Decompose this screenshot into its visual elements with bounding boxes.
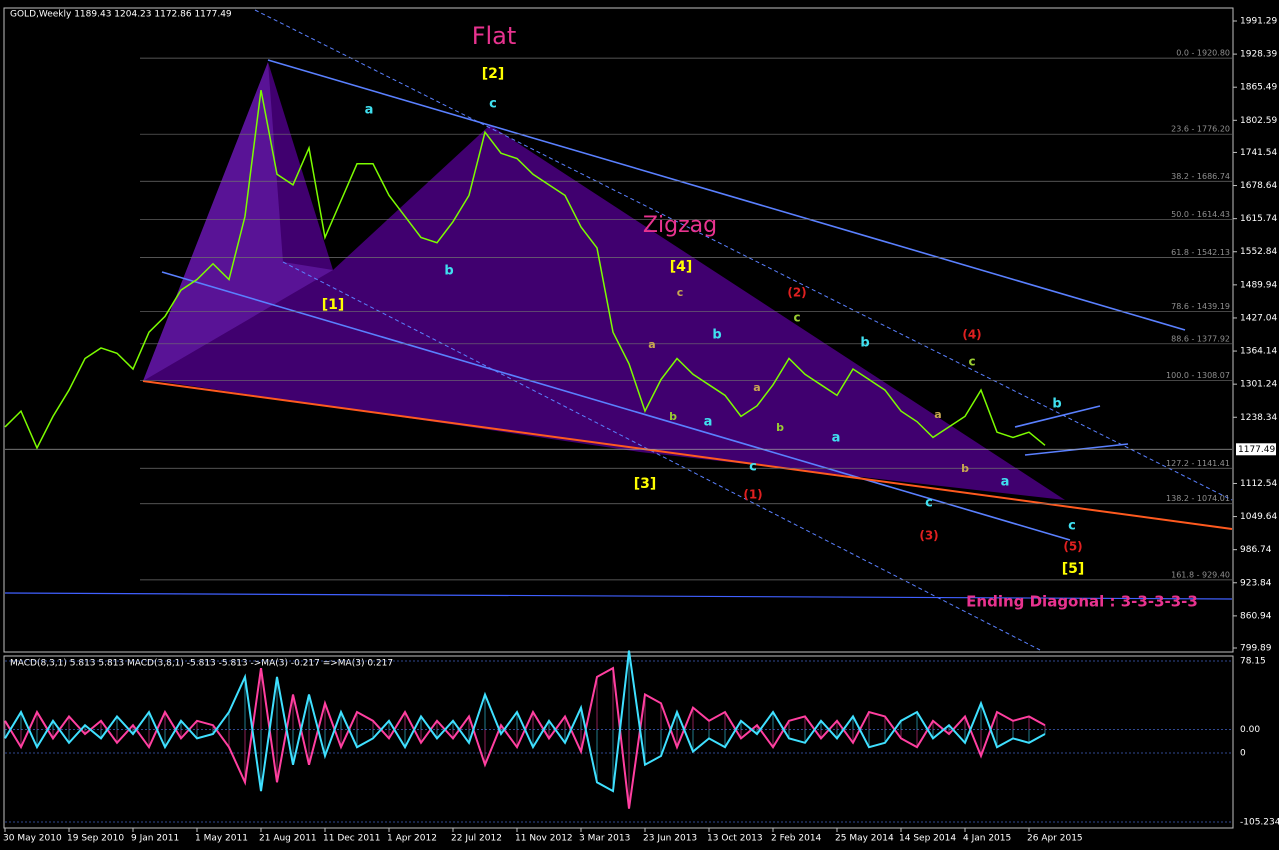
x-tick-label: 1 May 2011 bbox=[195, 834, 248, 844]
y-tick-label: 1552.84 bbox=[1240, 247, 1277, 257]
y-tick-label: 1865.49 bbox=[1240, 83, 1277, 93]
wave-label: [1] bbox=[322, 297, 345, 313]
wave-label: Zigzag bbox=[643, 213, 717, 238]
fib-label: 78.6 - 1439.19 bbox=[1171, 302, 1230, 311]
wave-label: (1) bbox=[743, 488, 762, 502]
wave-label: b bbox=[860, 336, 869, 351]
wave-label: b bbox=[776, 421, 784, 434]
x-tick-label: 30 May 2010 bbox=[3, 834, 62, 844]
x-tick-label: 9 Jan 2011 bbox=[131, 834, 179, 844]
y-tick-label: 1991.29 bbox=[1240, 17, 1277, 27]
macd-panel bbox=[3, 655, 1234, 829]
x-tick-label: 11 Dec 2011 bbox=[323, 834, 381, 844]
x-tick-label: 1 Apr 2012 bbox=[387, 834, 437, 844]
wave-label: (2) bbox=[787, 286, 806, 300]
wave-label: c bbox=[677, 286, 684, 299]
y-tick-label: 1928.39 bbox=[1240, 50, 1277, 60]
x-tick-label: 25 May 2014 bbox=[835, 834, 894, 844]
fib-label: 100.0 - 1308.07 bbox=[1166, 371, 1230, 380]
y-tick-label: 1489.94 bbox=[1240, 280, 1277, 290]
wave-label: [4] bbox=[670, 259, 693, 275]
y-tick-label: 1238.34 bbox=[1240, 413, 1277, 423]
x-tick-label: 23 Jun 2013 bbox=[643, 834, 697, 844]
x-tick-label: 22 Jul 2012 bbox=[451, 834, 502, 844]
y-tick-label: 799.89 bbox=[1240, 644, 1272, 654]
wave-label: c bbox=[749, 460, 757, 475]
wave-label: [3] bbox=[634, 476, 657, 492]
y-tick-label: 1802.59 bbox=[1240, 116, 1277, 126]
main-panel bbox=[3, 7, 1234, 653]
wave-label: c bbox=[968, 355, 975, 369]
wave-label: b bbox=[961, 462, 969, 475]
wave-label: (3) bbox=[919, 529, 938, 543]
wave-label: c bbox=[793, 311, 800, 325]
macd-tick-label: 0.00 bbox=[1240, 725, 1260, 735]
wave-label: c bbox=[489, 97, 497, 112]
y-tick-label: 1427.04 bbox=[1240, 313, 1277, 323]
chart-header: GOLD,Weekly 1189.43 1204.23 1172.86 1177… bbox=[10, 10, 232, 20]
x-tick-label: 21 Aug 2011 bbox=[259, 834, 317, 844]
wave-label: (5) bbox=[1063, 540, 1082, 554]
wave-label: a bbox=[648, 338, 655, 351]
wave-label: b bbox=[444, 264, 453, 279]
y-tick-label: 860.94 bbox=[1240, 611, 1272, 621]
y-tick-label: 1678.64 bbox=[1240, 181, 1277, 191]
x-tick-label: 11 Nov 2012 bbox=[515, 834, 573, 844]
fib-label: 161.8 - 929.40 bbox=[1171, 570, 1230, 579]
x-tick-label: 3 Mar 2013 bbox=[579, 834, 630, 844]
wave-label: a bbox=[832, 431, 841, 446]
y-tick-label: 1364.14 bbox=[1240, 347, 1277, 357]
last-price-box bbox=[1236, 443, 1276, 456]
wave-label: b bbox=[712, 328, 721, 343]
wave-label: Flat bbox=[472, 22, 517, 50]
price-line bbox=[4, 89, 1046, 450]
macd-tick-label: -105.234 bbox=[1240, 818, 1279, 828]
fib-label: 0.0 - 1920.80 bbox=[1176, 49, 1230, 58]
y-tick-label: 1301.24 bbox=[1240, 380, 1277, 390]
wave-label: a bbox=[934, 408, 941, 421]
wave-label: a bbox=[1001, 475, 1010, 490]
macd-line bbox=[4, 650, 1046, 793]
fib-label: 23.6 - 1776.20 bbox=[1171, 125, 1230, 134]
fib-label: 38.2 - 1686.74 bbox=[1171, 172, 1230, 181]
wave-label: b bbox=[669, 410, 677, 423]
wave-label: Ending Diagonal : 3-3-3-3-3 bbox=[966, 593, 1198, 611]
wave-label: [2] bbox=[482, 66, 505, 82]
wave-label: b bbox=[1052, 397, 1061, 412]
x-tick-label: 26 Apr 2015 bbox=[1027, 834, 1083, 844]
x-tick-label: 2 Feb 2014 bbox=[771, 834, 822, 844]
support-line bbox=[142, 380, 1233, 530]
fib-label: 138.2 - 1074.01 bbox=[1166, 494, 1230, 503]
wave-label: a bbox=[753, 381, 760, 394]
wave-label: a bbox=[704, 415, 713, 430]
pattern-shape bbox=[143, 62, 333, 381]
x-tick-label: 14 Sep 2014 bbox=[899, 834, 956, 844]
x-tick-label: 19 Sep 2010 bbox=[67, 834, 124, 844]
y-tick-label: 986.74 bbox=[1240, 545, 1272, 555]
fib-label: 50.0 - 1614.43 bbox=[1171, 210, 1230, 219]
macd-tick-label: 78.15 bbox=[1240, 657, 1266, 667]
wave-label: a bbox=[365, 103, 374, 118]
macd-tick-label: 0 bbox=[1240, 749, 1246, 759]
x-tick-label: 13 Oct 2013 bbox=[707, 834, 763, 844]
y-tick-label: 1112.54 bbox=[1240, 479, 1277, 489]
wave-label: c bbox=[1068, 519, 1076, 534]
y-tick-label: 1741.54 bbox=[1240, 148, 1277, 158]
x-tick-label: 4 Jan 2015 bbox=[963, 834, 1011, 844]
y-tick-label: 923.84 bbox=[1240, 578, 1272, 588]
wave-label: (4) bbox=[962, 328, 981, 342]
channel-dashed bbox=[254, 9, 1233, 651]
base-line bbox=[4, 592, 1233, 600]
macd-title: MACD(8,3,1) 5.813 5.813 MACD(3,8,1) -5.8… bbox=[10, 659, 393, 669]
wave-label: [5] bbox=[1062, 561, 1085, 577]
fib-label: 88.6 - 1377.92 bbox=[1171, 334, 1230, 343]
fib-label: 61.8 - 1542.13 bbox=[1171, 248, 1230, 257]
y-tick-label: 1615.74 bbox=[1240, 214, 1277, 224]
y-tick-label: 1049.64 bbox=[1240, 512, 1277, 522]
wave-label: c bbox=[925, 496, 933, 511]
fib-label: 127.2 - 1141.41 bbox=[1166, 459, 1230, 468]
last-price-label: 1177.49 bbox=[1238, 445, 1275, 455]
